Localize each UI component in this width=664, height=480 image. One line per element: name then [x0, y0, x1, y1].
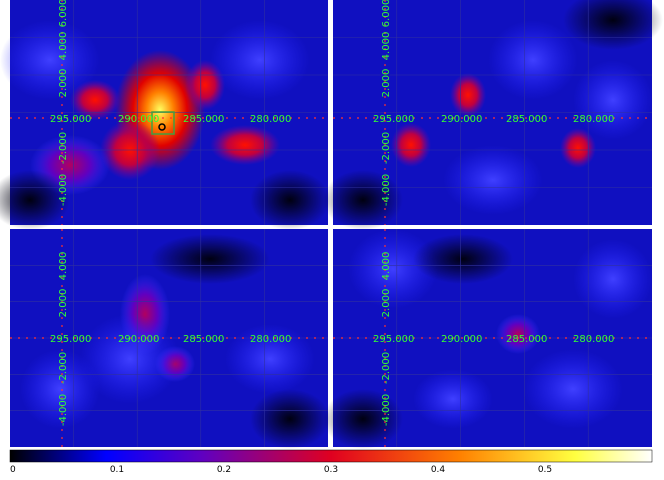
emission-blob [573, 60, 653, 140]
latitude-label: -4.000 [58, 174, 69, 206]
latitude-label: -4.000 [58, 394, 69, 426]
colorbar-tick-label: 0.1 [110, 465, 124, 475]
colorbar-tick-label: 0.4 [431, 465, 446, 475]
map-panel: 295.000 290.000 285.000 280.000 6.000 4.000 2.… [0, 0, 330, 230]
colorbar [9, 449, 653, 463]
emission-blob [0, 170, 70, 230]
latitude-label: -2.000 [58, 132, 69, 164]
colorbar-tick-label: 0.5 [538, 465, 552, 475]
colorbar-tick-label: 0.2 [217, 465, 231, 475]
emission-blob [150, 234, 270, 284]
emission-blob [560, 128, 596, 168]
emission-blob [413, 369, 493, 429]
longitude-label: 295.000 [373, 334, 414, 345]
emission-blob [488, 20, 578, 100]
emission-blob [0, 20, 100, 100]
emission-blob [391, 123, 431, 167]
latitude-label: 4.000 [58, 32, 69, 61]
longitude-label: 280.000 [250, 114, 291, 125]
longitude-label: 290.000 [118, 334, 159, 345]
source-marker [158, 123, 166, 131]
latitude-label: 2.000 [381, 69, 392, 98]
latitude-label: 6.000 [381, 0, 392, 27]
longitude-label: 280.000 [573, 334, 614, 345]
latitude-label: 2.000 [381, 289, 392, 318]
latitude-label: 2.000 [58, 69, 69, 98]
latitude-label: 4.000 [381, 252, 392, 281]
colorbar-tick-label: 0.3 [324, 465, 338, 475]
emission-blob [450, 73, 486, 117]
longitude-label: 290.000 [441, 334, 482, 345]
emission-blob [443, 145, 543, 215]
longitude-label: 290.000 [118, 114, 159, 125]
emission-blob [323, 170, 403, 230]
emission-blob [250, 170, 330, 230]
map-panel: 295.000 290.000 285.000 280.000 6.000 4.000 2.… [323, 0, 663, 230]
emission-blob [348, 229, 438, 309]
longitude-label: 295.000 [50, 114, 91, 125]
emission-blob [80, 314, 180, 404]
colorbar-tick-label: 0 [10, 465, 16, 475]
longitude-label: 280.000 [250, 334, 291, 345]
map-panel: 295.000 290.000 285.000 280.000 4.000 2.000 -2… [323, 229, 653, 449]
latitude-label: -4.000 [381, 174, 392, 206]
emission-blob [225, 324, 315, 394]
longitude-label: 285.000 [506, 114, 547, 125]
emission-blob [210, 20, 310, 100]
longitude-label: 285.000 [183, 114, 224, 125]
emission-blob [573, 239, 653, 319]
latitude-label: 6.000 [58, 0, 69, 27]
map-panel: 295.000 290.000 285.000 280.000 4.000 2.000 -2… [10, 229, 330, 449]
longitude-label: 295.000 [373, 114, 414, 125]
latitude-label: 2.000 [58, 289, 69, 318]
longitude-label: 280.000 [573, 114, 614, 125]
latitude-label: -4.000 [381, 394, 392, 426]
longitude-label: 295.000 [50, 334, 91, 345]
emission-blob [496, 314, 540, 354]
emission-blob [210, 125, 280, 165]
latitude-label: 4.000 [381, 32, 392, 61]
longitude-label: 285.000 [506, 334, 547, 345]
emission-blob [413, 234, 513, 284]
latitude-label: -2.000 [381, 132, 392, 164]
latitude-label: 4.000 [58, 252, 69, 281]
longitude-label: 285.000 [183, 334, 224, 345]
emission-blob [523, 349, 623, 429]
longitude-label: 290.000 [441, 114, 482, 125]
emission-blob [20, 349, 100, 429]
latitude-label: -2.000 [381, 352, 392, 384]
emission-blob [323, 389, 403, 449]
latitude-label: -2.000 [58, 352, 69, 384]
source-box [151, 111, 175, 135]
emission-blob [250, 389, 330, 449]
